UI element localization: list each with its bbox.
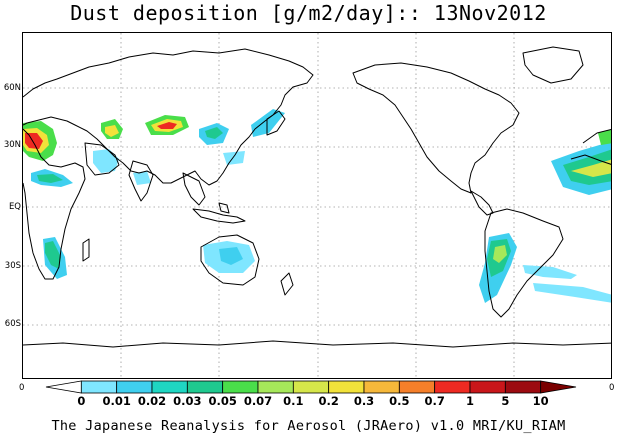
colorbar-label: 0.02 bbox=[137, 394, 167, 408]
colorbar-label: 0.5 bbox=[389, 394, 410, 408]
colorbar-swatch-9 bbox=[363, 380, 400, 394]
colorbar-swatch-5 bbox=[222, 380, 259, 394]
colorbar-swatch-2 bbox=[116, 380, 153, 394]
colorbar-swatch-12 bbox=[469, 380, 506, 394]
colorbar-label: 0.1 bbox=[283, 394, 304, 408]
world-map bbox=[23, 33, 611, 378]
lat-label-60n: 60N bbox=[3, 83, 21, 93]
colorbar-swatch-10 bbox=[398, 380, 436, 394]
colorbar-swatch-14 bbox=[540, 380, 577, 394]
colorbar-label: 0.01 bbox=[102, 394, 131, 408]
coastlines bbox=[23, 46, 611, 348]
colorbar-label: 10 bbox=[532, 394, 549, 408]
lon-label-right: 0 bbox=[609, 383, 615, 393]
colorbar-swatch-0 bbox=[45, 380, 82, 394]
colorbar-label: 5 bbox=[501, 394, 510, 408]
colorbar-swatch-7 bbox=[292, 380, 330, 394]
gridlines bbox=[23, 33, 611, 378]
colorbar-label: 0.03 bbox=[173, 394, 202, 408]
colorbar-swatch-6 bbox=[257, 380, 294, 394]
colorbar-swatch-1 bbox=[80, 380, 118, 394]
colorbar-swatch-4 bbox=[186, 380, 224, 394]
map-title: Dust deposition [g/m2/day]:: 13Nov2012 bbox=[70, 1, 547, 25]
colorbar-boxes bbox=[45, 380, 577, 394]
colorbar: 0 0.01 0.02 0.03 0.05 0.07 0.1 0.2 0.3 0.5 0.7 1 5 10 bbox=[0, 378, 617, 418]
colorbar-swatches bbox=[45, 380, 577, 394]
colorbar-label: 0.2 bbox=[318, 394, 339, 408]
colorbar-label: 0.05 bbox=[208, 394, 237, 408]
colorbar-swatch-13 bbox=[504, 380, 542, 394]
lon-label-left: 0 bbox=[19, 383, 25, 393]
colorbar-swatch-8 bbox=[328, 380, 365, 394]
colorbar-swatch-3 bbox=[151, 380, 188, 394]
colorbar-swatch-11 bbox=[434, 380, 471, 394]
colorbar-label: 1 bbox=[465, 394, 475, 408]
dust-shading bbox=[23, 109, 611, 303]
footer-credit: The Japanese Reanalysis for Aerosol (JRA… bbox=[51, 418, 566, 434]
colorbar-label: 0.07 bbox=[243, 394, 273, 408]
colorbar-label: 0.7 bbox=[424, 394, 445, 408]
lat-label-30s: 30S bbox=[4, 261, 21, 271]
map-panel bbox=[22, 32, 612, 379]
lat-label-30n: 30N bbox=[3, 140, 21, 150]
lat-label-eq: EQ bbox=[8, 202, 21, 212]
colorbar-label: 0 bbox=[77, 394, 86, 408]
lat-label-60s: 60S bbox=[4, 319, 21, 329]
colorbar-label: 0.3 bbox=[353, 394, 375, 408]
